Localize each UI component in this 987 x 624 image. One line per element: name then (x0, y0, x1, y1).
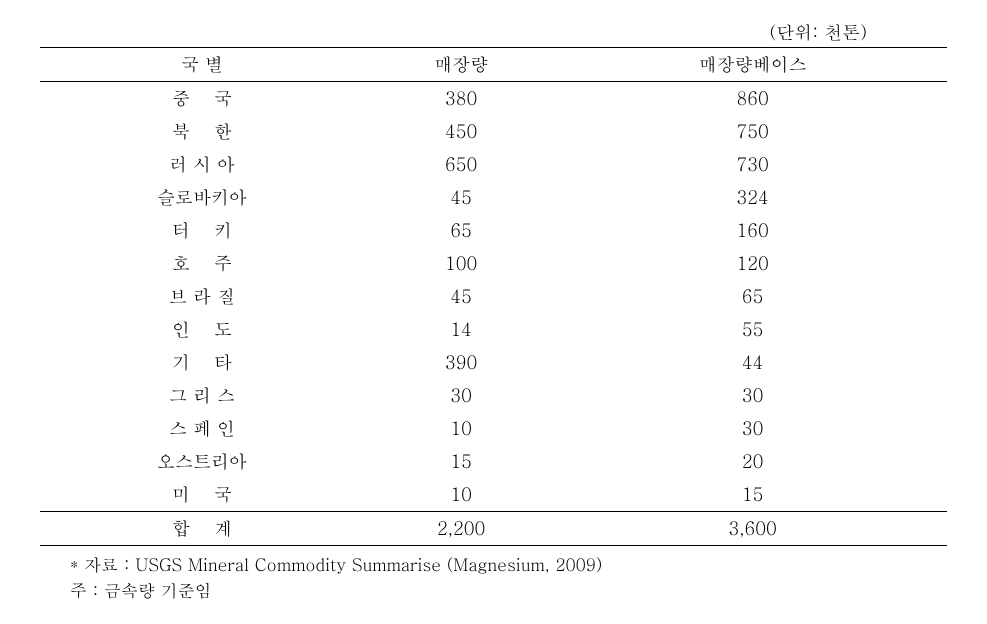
reserves-cell: 380 (364, 82, 558, 116)
total-label: 합 계 (40, 512, 364, 546)
reserves-cell: 450 (364, 115, 558, 148)
reserves-base-cell: 730 (558, 148, 947, 181)
reserves-cell: 15 (364, 445, 558, 478)
reserves-cell: 65 (364, 214, 558, 247)
country-cell: 그 리 스 (40, 379, 364, 412)
footnote: * 자료 : USGS Mineral Commodity Summarise … (40, 552, 947, 602)
reserves-base-cell: 160 (558, 214, 947, 247)
country-cell: 슬로바키아 (40, 181, 364, 214)
country-cell: 미 국 (40, 478, 364, 512)
total-reserves: 2,200 (364, 512, 558, 546)
table-row: 인 도1455 (40, 313, 947, 346)
country-cell: 러 시 아 (40, 148, 364, 181)
table-row: 오스트리아1520 (40, 445, 947, 478)
table-row: 북 한450750 (40, 115, 947, 148)
reserves-base-cell: 324 (558, 181, 947, 214)
table-row: 스 페 인1030 (40, 412, 947, 445)
country-cell: 브 라 질 (40, 280, 364, 313)
reserves-cell: 45 (364, 181, 558, 214)
reserves-cell: 390 (364, 346, 558, 379)
reserves-cell: 30 (364, 379, 558, 412)
table-row: 터 키65160 (40, 214, 947, 247)
table-row: 미 국1015 (40, 478, 947, 512)
footnote-note: 주 : 금속량 기준임 (70, 578, 947, 602)
reserves-base-cell: 15 (558, 478, 947, 512)
col-header-reserves: 매장량 (364, 48, 558, 82)
reserves-base-cell: 750 (558, 115, 947, 148)
reserves-cell: 10 (364, 478, 558, 512)
unit-label: (단위: 천톤) (40, 20, 947, 45)
table-row: 브 라 질4565 (40, 280, 947, 313)
table-row: 기 타39044 (40, 346, 947, 379)
table-body: 중 국380860북 한450750러 시 아650730슬로바키아45324터… (40, 82, 947, 546)
reserves-base-cell: 20 (558, 445, 947, 478)
reserves-base-cell: 30 (558, 412, 947, 445)
reserves-cell: 10 (364, 412, 558, 445)
country-cell: 기 타 (40, 346, 364, 379)
reserves-table: 국 별 매장량 매장량베이스 중 국380860북 한450750러 시 아65… (40, 47, 947, 546)
reserves-cell: 45 (364, 280, 558, 313)
country-cell: 스 페 인 (40, 412, 364, 445)
country-cell: 오스트리아 (40, 445, 364, 478)
col-header-country: 국 별 (40, 48, 364, 82)
table-row: 중 국380860 (40, 82, 947, 116)
reserves-base-cell: 65 (558, 280, 947, 313)
country-cell: 터 키 (40, 214, 364, 247)
total-row: 합 계2,2003,600 (40, 512, 947, 546)
reserves-base-cell: 55 (558, 313, 947, 346)
reserves-base-cell: 120 (558, 247, 947, 280)
country-cell: 호 주 (40, 247, 364, 280)
col-header-reserves-base: 매장량베이스 (558, 48, 947, 82)
reserves-base-cell: 44 (558, 346, 947, 379)
table-row: 호 주100120 (40, 247, 947, 280)
country-cell: 인 도 (40, 313, 364, 346)
reserves-base-cell: 30 (558, 379, 947, 412)
table-row: 러 시 아650730 (40, 148, 947, 181)
reserves-cell: 14 (364, 313, 558, 346)
country-cell: 중 국 (40, 82, 364, 116)
country-cell: 북 한 (40, 115, 364, 148)
table-row: 슬로바키아45324 (40, 181, 947, 214)
header-row: 국 별 매장량 매장량베이스 (40, 48, 947, 82)
reserves-base-cell: 860 (558, 82, 947, 116)
table-row: 그 리 스3030 (40, 379, 947, 412)
footnote-source: * 자료 : USGS Mineral Commodity Summarise … (70, 552, 947, 576)
reserves-cell: 100 (364, 247, 558, 280)
reserves-cell: 650 (364, 148, 558, 181)
total-reserves-base: 3,600 (558, 512, 947, 546)
